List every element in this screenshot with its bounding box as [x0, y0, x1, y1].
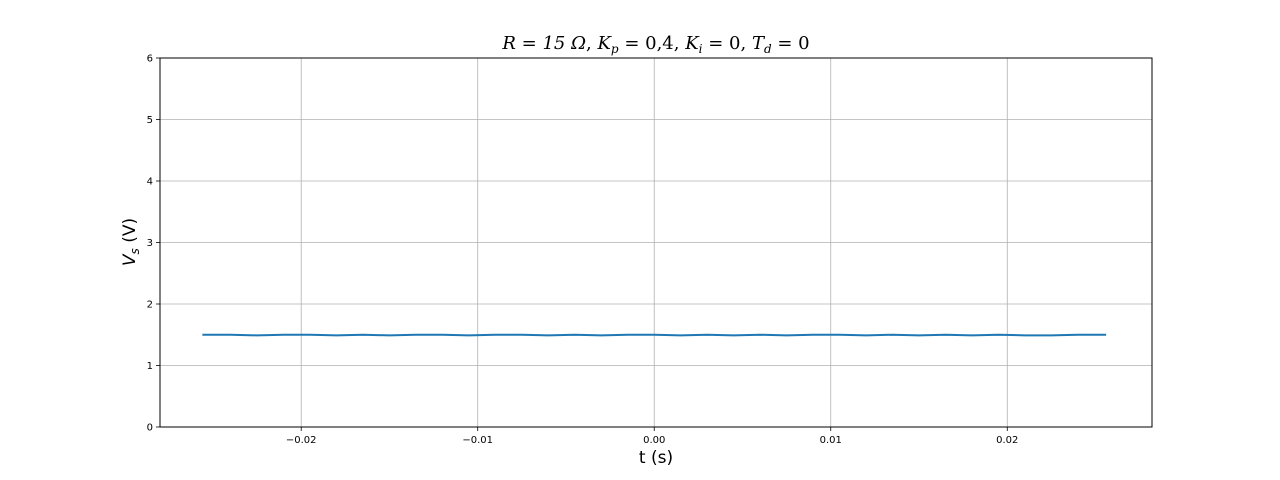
series-layer [202, 333, 1107, 337]
y-label-main: V [120, 253, 140, 266]
x-tick-label: 0.00 [643, 435, 665, 446]
y-tick-label: 3 [147, 238, 153, 249]
grid-lines [160, 57, 1152, 428]
x-tick-label: 0.02 [996, 435, 1018, 446]
x-tick-label: −0.01 [462, 435, 493, 446]
y-label-unit: (V) [120, 218, 140, 248]
chart-title: R = 15 Ω, Kp = 0,4, Ki = 0, Td = 0 [501, 33, 809, 56]
title-kp-val: = 0,4 [619, 33, 674, 54]
title-td-sub: d [764, 42, 772, 56]
title-r: R = 15 Ω [501, 33, 586, 54]
y-tick-label: 0 [147, 423, 153, 434]
y-tick-label: 4 [147, 177, 153, 188]
x-tick-label: −0.02 [286, 435, 317, 446]
title-sep-3: , [740, 33, 751, 54]
title-kp: K [596, 33, 612, 54]
y-label-sub: s [128, 248, 142, 254]
y-axis-label: Vs (V) [120, 218, 142, 266]
title-sep-1: , [586, 33, 597, 54]
title-kp-sub: p [611, 42, 619, 56]
y-tick-label: 2 [147, 300, 153, 311]
title-td: T [752, 33, 766, 54]
title-ki-val: = 0 [703, 33, 741, 54]
series-line [202, 333, 1107, 337]
y-tick-label: 6 [147, 54, 153, 65]
x-tick-label: 0.01 [820, 435, 842, 446]
title-ki: K [684, 33, 700, 54]
title-ki-sub: i [699, 42, 703, 56]
y-tick-label: 1 [147, 361, 153, 372]
x-axis-label: t (s) [639, 448, 673, 468]
title-td-val: = 0 [772, 33, 810, 54]
title-sep-2: , [674, 33, 685, 54]
y-axis-ticks: 0 1 2 3 4 5 6 [147, 54, 160, 434]
x-axis-ticks: −0.02 −0.01 0.00 0.01 0.02 [286, 427, 1018, 446]
y-tick-label: 5 [147, 115, 153, 126]
